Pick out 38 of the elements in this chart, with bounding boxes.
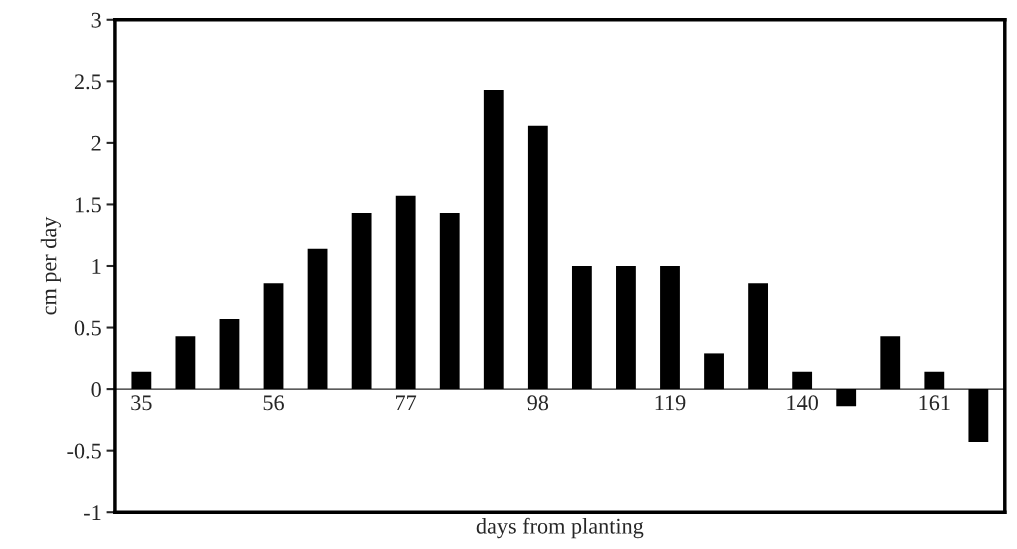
bar bbox=[395, 195, 416, 390]
bar bbox=[483, 89, 504, 390]
bar bbox=[131, 371, 152, 390]
bar bbox=[219, 318, 240, 390]
bar bbox=[439, 213, 460, 390]
y-tick-label: 3 bbox=[91, 12, 101, 28]
x-tick-label: 140 bbox=[787, 395, 818, 411]
bar bbox=[351, 213, 372, 390]
bar bbox=[307, 248, 328, 390]
y-axis-title: cm per day bbox=[40, 216, 61, 315]
y-tick-label: 1 bbox=[92, 259, 101, 274]
x-tick-label: 98 bbox=[527, 395, 549, 411]
x-tick-label: 119 bbox=[655, 395, 686, 411]
y-tick-label: 2.5 bbox=[74, 74, 101, 90]
bar bbox=[968, 389, 989, 443]
y-tick-label: 0.5 bbox=[74, 320, 101, 336]
bar bbox=[527, 125, 548, 390]
bar bbox=[704, 353, 724, 390]
bar bbox=[660, 265, 680, 390]
y-tick-label: -1 bbox=[84, 505, 101, 520]
x-tick-label: 35 bbox=[131, 395, 152, 411]
bar bbox=[175, 336, 196, 390]
y-tick-label: -0.5 bbox=[67, 443, 101, 459]
y-tick-label: 0 bbox=[91, 382, 101, 398]
bar bbox=[263, 283, 284, 390]
bar bbox=[924, 371, 945, 390]
x-tick-label: 56 bbox=[263, 395, 284, 411]
bar bbox=[836, 389, 857, 407]
x-tick-label: 161 bbox=[919, 395, 950, 411]
bar bbox=[571, 265, 592, 390]
bar bbox=[748, 283, 769, 390]
x-axis-title: days from planting bbox=[476, 517, 644, 539]
x-tick-label: 77 bbox=[396, 395, 417, 411]
bar bbox=[792, 371, 813, 390]
y-tick-label: 1.5 bbox=[75, 197, 101, 213]
y-tick-label: 2 bbox=[91, 135, 101, 151]
bar bbox=[880, 336, 901, 390]
bar bbox=[616, 265, 636, 390]
